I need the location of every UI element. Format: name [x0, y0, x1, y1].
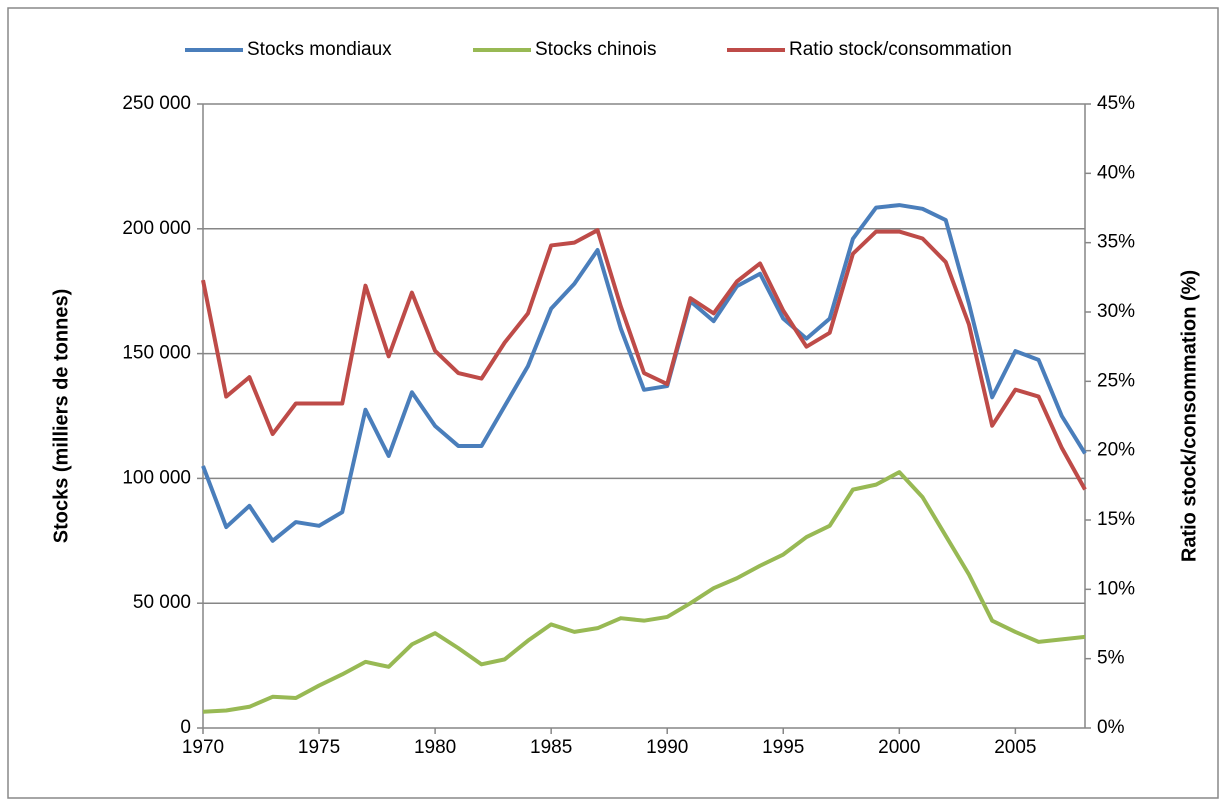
- x-tick-label: 1990: [646, 737, 688, 758]
- x-tick-label: 1995: [762, 737, 804, 758]
- y2-tick-label: 45%: [1097, 93, 1135, 114]
- x-tick-label: 2005: [994, 737, 1036, 758]
- y2-tick-label: 30%: [1097, 301, 1135, 322]
- y2-tick-label: 35%: [1097, 232, 1135, 253]
- y2-tick-label: 40%: [1097, 162, 1135, 183]
- y2-tick-label: 0%: [1097, 717, 1125, 738]
- y2-axis-title: Ratio stock/consommation (%): [1178, 270, 1200, 562]
- y-tick-label: 0: [180, 717, 191, 738]
- series-line: [202, 470, 1086, 714]
- legend-label: Ratio stock/consommation: [789, 39, 1012, 60]
- y-tick-label: 150 000: [122, 343, 191, 364]
- series-line: [201, 203, 1087, 543]
- x-tick-label: 1970: [182, 737, 224, 758]
- y2-tick-label: 20%: [1097, 440, 1135, 461]
- y-tick-label: 200 000: [122, 218, 191, 239]
- y2-tick-label: 10%: [1097, 578, 1135, 599]
- legend-label: Stocks chinois: [535, 39, 656, 60]
- y-tick-label: 100 000: [122, 467, 191, 488]
- x-tick-label: 1985: [530, 737, 572, 758]
- y-tick-label: 250 000: [122, 93, 191, 114]
- y2-tick-label: 15%: [1097, 509, 1135, 530]
- y2-tick-label: 5%: [1097, 648, 1125, 669]
- x-tick-label: 1975: [298, 737, 340, 758]
- y-tick-label: 50 000: [133, 592, 191, 613]
- x-tick-label: 1980: [414, 737, 456, 758]
- y2-tick-label: 25%: [1097, 370, 1135, 391]
- series-line: [201, 228, 1087, 491]
- x-tick-label: 2000: [878, 737, 920, 758]
- y-axis-title: Stocks (milliers de tonnes): [50, 289, 72, 544]
- chart-border: [7, 7, 1219, 799]
- legend-label: Stocks mondiaux: [247, 39, 392, 60]
